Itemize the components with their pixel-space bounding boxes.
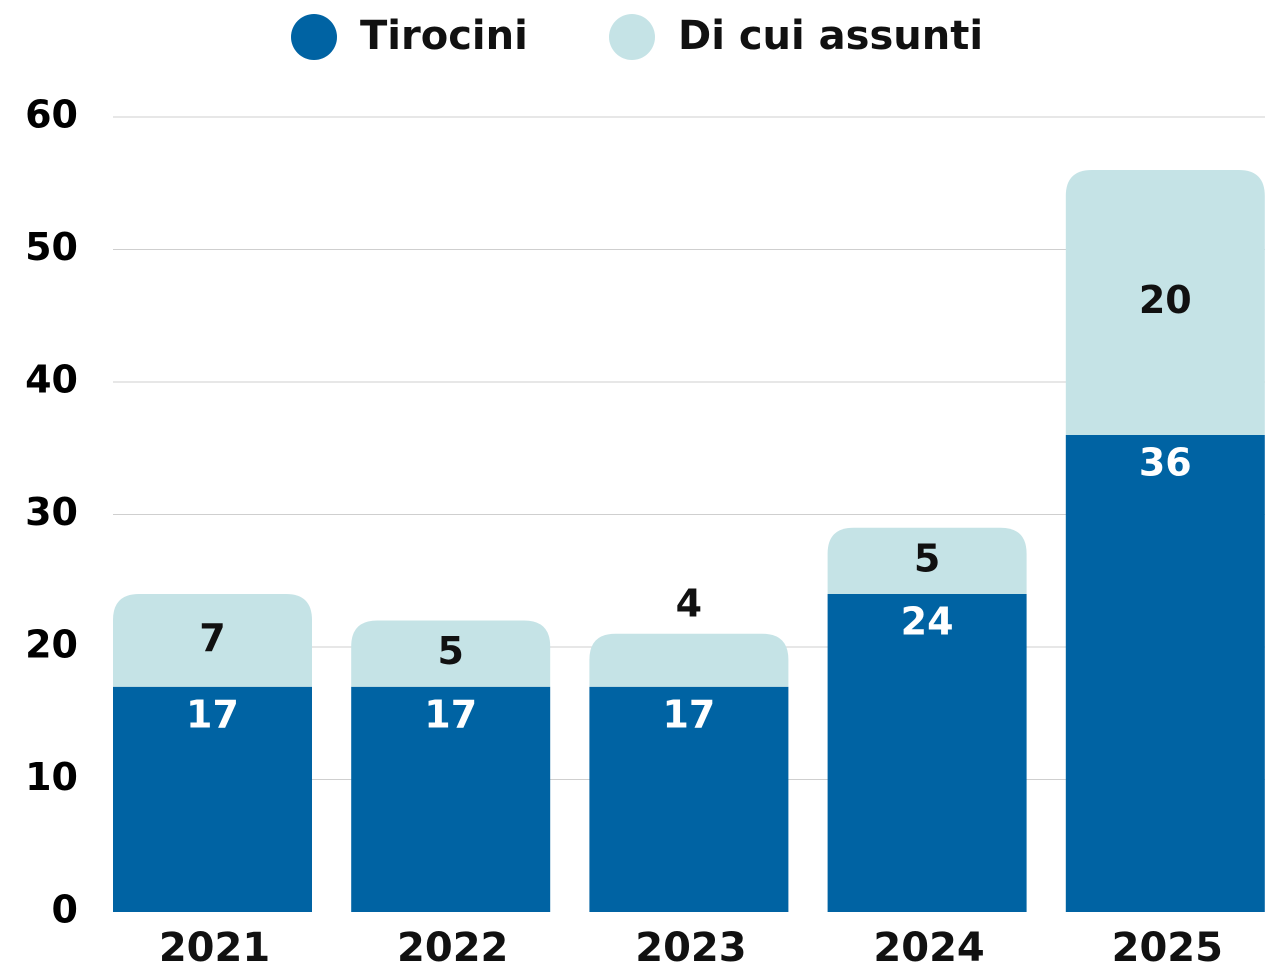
x-tick-label: 2023	[635, 925, 746, 971]
bar-segment	[113, 686, 312, 912]
bar-segment	[1065, 435, 1265, 912]
bar-segment	[113, 594, 312, 687]
y-tick-label: 30	[25, 490, 78, 534]
data-label: 17	[662, 692, 715, 736]
bar-segment	[589, 633, 789, 687]
bar-segment	[589, 686, 789, 912]
data-label: 4	[676, 581, 702, 625]
legend-label: Tirocini	[360, 13, 528, 59]
bar-segment	[351, 620, 551, 687]
y-tick-label: 10	[25, 755, 78, 799]
data-label: 24	[901, 600, 954, 644]
y-tick-label: 60	[25, 93, 78, 137]
y-tick-label: 50	[25, 225, 78, 269]
x-tick-label: 2022	[397, 925, 508, 971]
y-tick-label: 20	[25, 623, 78, 667]
y-tick-label: 40	[25, 358, 78, 402]
legend-swatch	[291, 14, 337, 60]
bar-segment	[827, 527, 1027, 594]
data-label: 5	[437, 629, 463, 673]
data-label: 36	[1139, 441, 1192, 485]
bar-segment	[827, 594, 1027, 912]
data-label: 17	[186, 692, 239, 736]
data-label: 5	[914, 536, 940, 580]
y-tick-label: 0	[52, 888, 78, 932]
bar-segment	[351, 686, 551, 912]
data-label: 7	[199, 616, 225, 660]
x-tick-label: 2024	[873, 925, 984, 971]
legend-label: Di cui assunti	[678, 13, 983, 59]
x-tick-label: 2021	[159, 925, 270, 971]
bar-segment	[1065, 170, 1265, 435]
data-label: 20	[1139, 278, 1192, 322]
data-label: 17	[424, 692, 477, 736]
x-tick-label: 2025	[1112, 925, 1223, 971]
legend-swatch	[609, 14, 655, 60]
